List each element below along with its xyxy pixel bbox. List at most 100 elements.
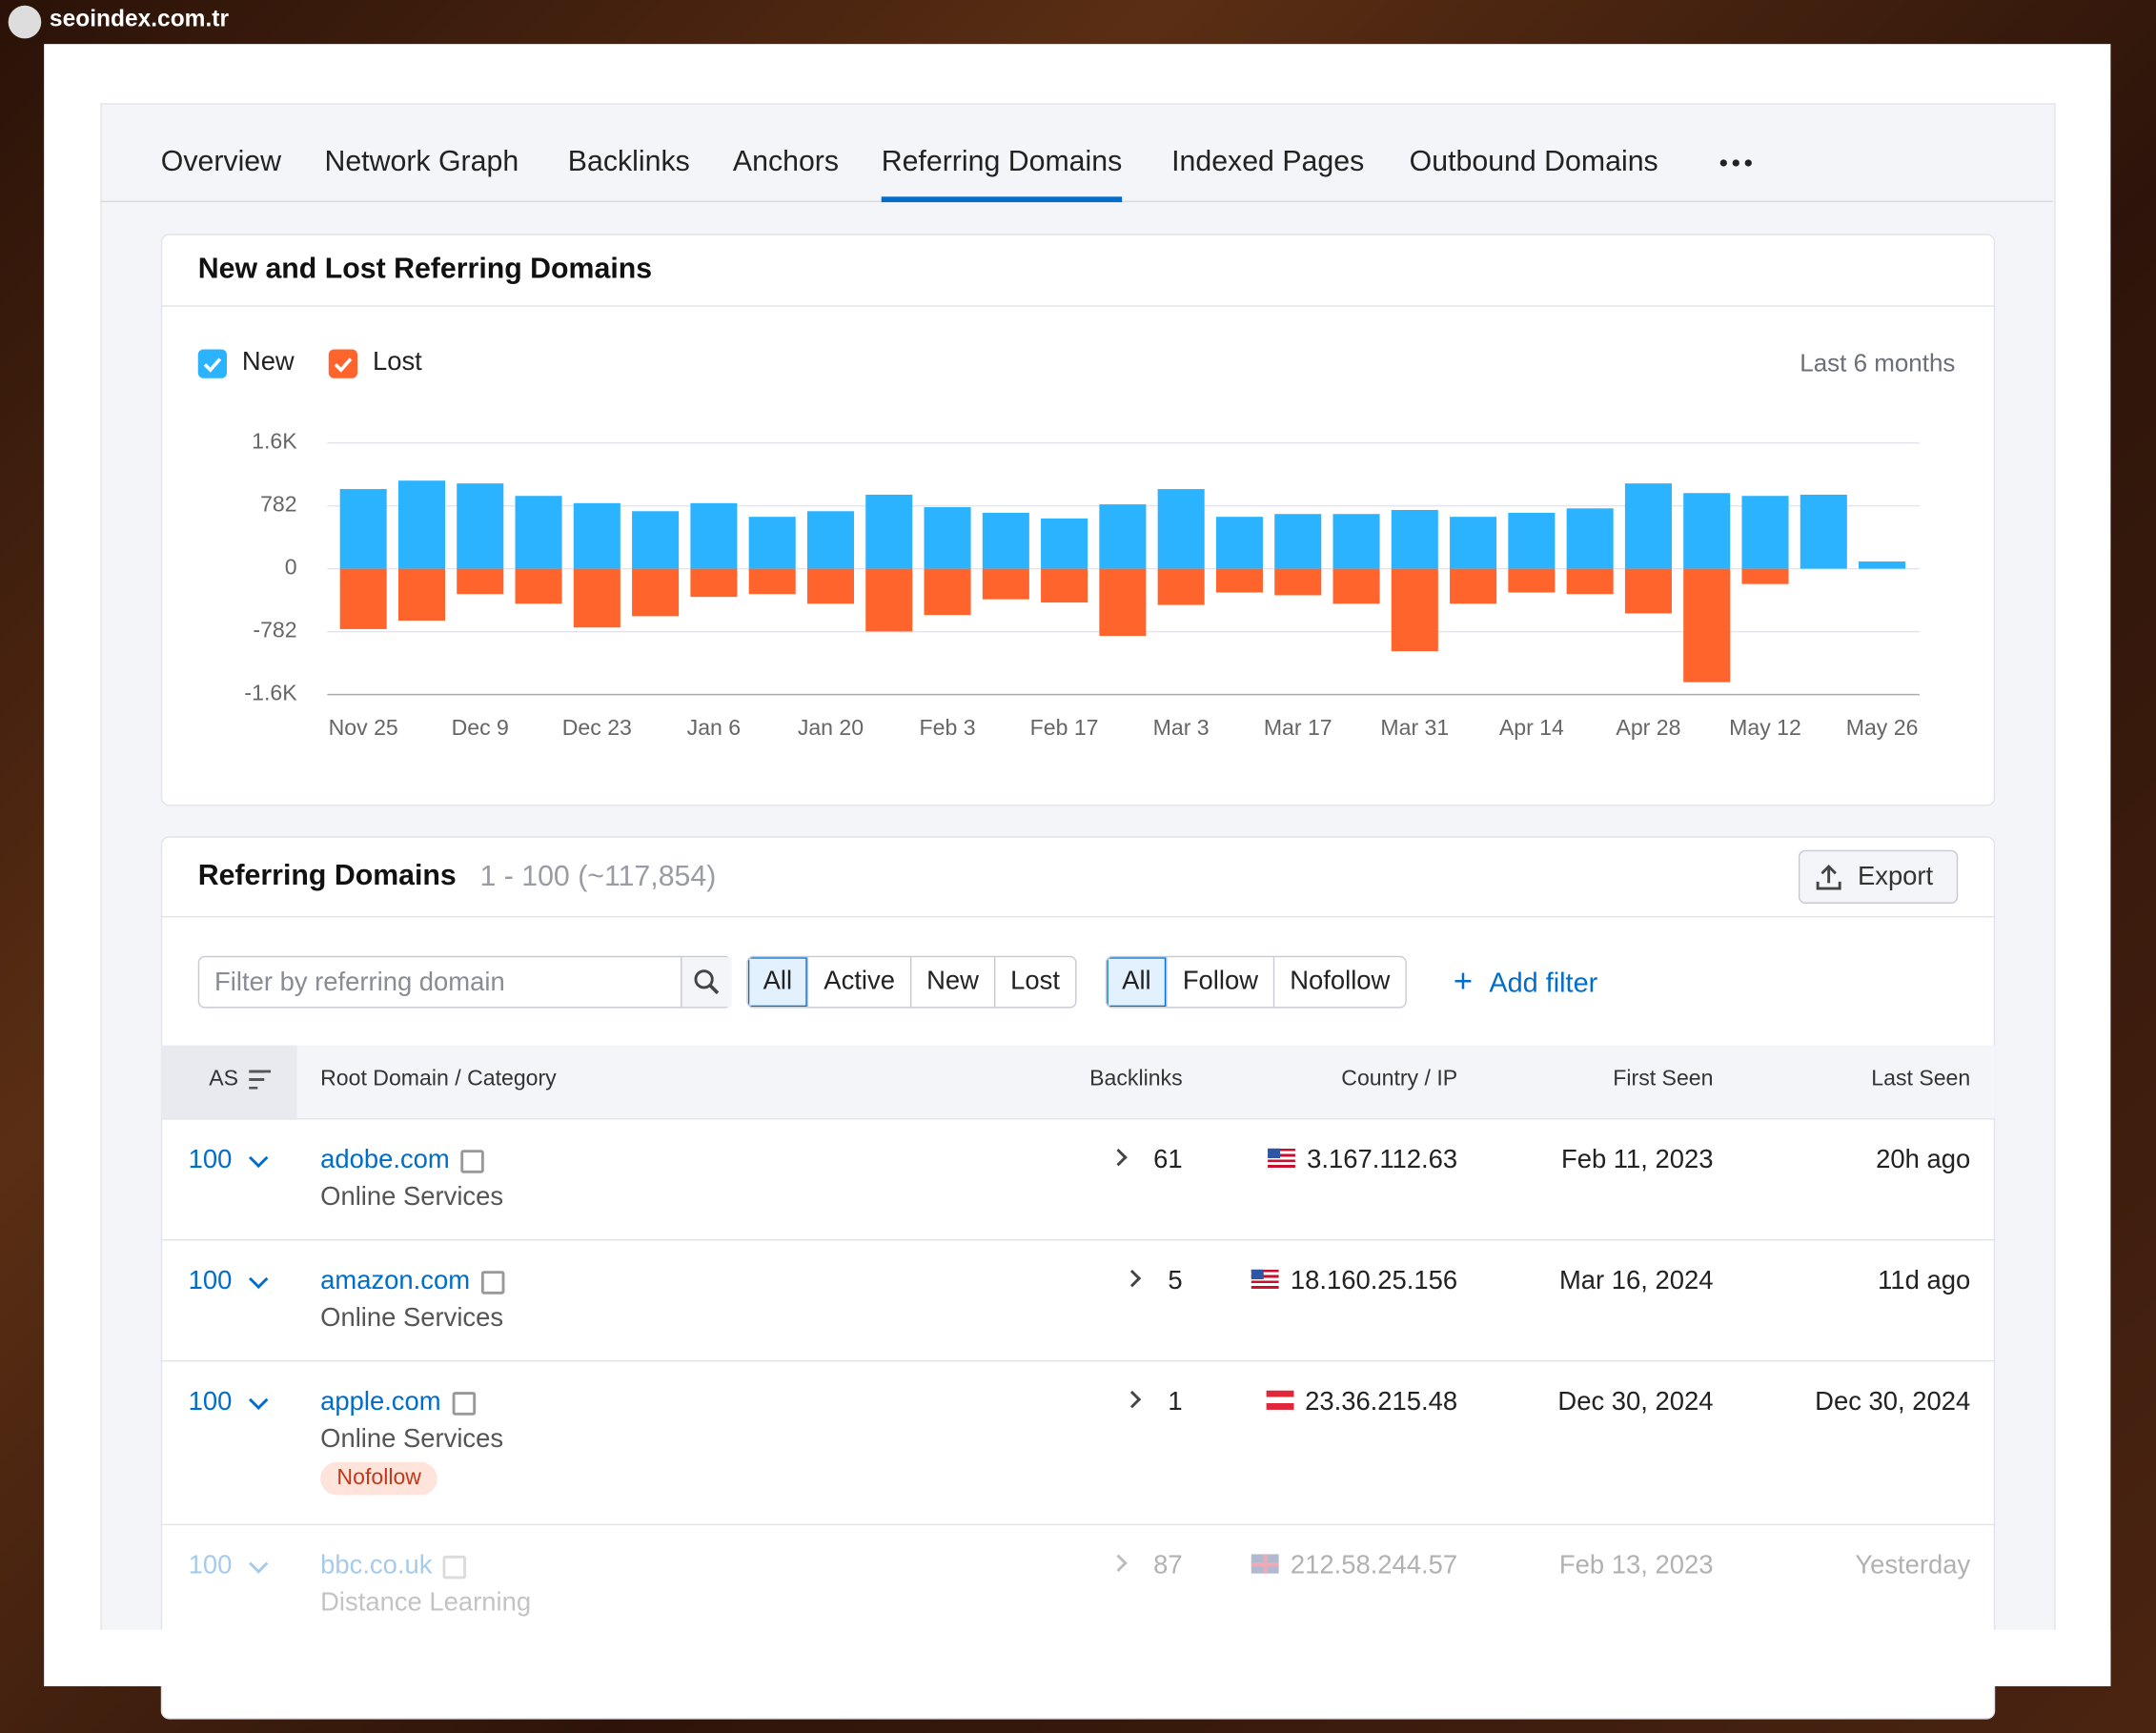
bar xyxy=(1741,568,1789,584)
search-button[interactable] xyxy=(681,957,732,1008)
bar xyxy=(457,568,504,595)
result-count: 1 - 100 (~117,854) xyxy=(479,861,717,893)
x-tick-label: May 26 xyxy=(1846,715,1919,740)
x-tick-label: Nov 25 xyxy=(329,715,398,740)
bar xyxy=(1215,568,1263,593)
active-tab-underline xyxy=(881,196,1123,203)
legend-label[interactable]: Lost xyxy=(372,348,422,377)
bar xyxy=(1624,568,1672,614)
y-tick-label: 0 xyxy=(285,555,297,580)
bar xyxy=(573,502,620,569)
legend-checkbox[interactable] xyxy=(197,349,228,378)
tab[interactable]: Outbound Domains xyxy=(1409,145,1658,178)
bar xyxy=(1215,517,1263,569)
bar xyxy=(1099,568,1147,637)
bar xyxy=(1566,568,1614,595)
watermark: seoindex.com.tr xyxy=(49,5,230,32)
export-button[interactable]: Export xyxy=(1798,849,1959,904)
y-tick-label: -782 xyxy=(253,618,296,642)
tab[interactable]: Network Graph xyxy=(324,145,519,178)
x-tick-label: Jan 6 xyxy=(687,715,741,740)
bar xyxy=(982,568,1029,600)
bar xyxy=(1041,568,1088,603)
tab[interactable]: Indexed Pages xyxy=(1171,145,1365,178)
tab[interactable]: Anchors xyxy=(732,145,840,178)
bar xyxy=(632,568,680,617)
bar xyxy=(748,517,796,569)
bar xyxy=(397,568,446,622)
x-tick-label: Mar 31 xyxy=(1380,715,1449,740)
filter-button[interactable]: All xyxy=(747,957,809,1008)
bar xyxy=(515,496,562,569)
column-header: Last Seen xyxy=(1871,1067,1971,1091)
table-header xyxy=(160,1045,1996,1120)
bar xyxy=(573,568,620,628)
bar xyxy=(1624,483,1672,569)
bar xyxy=(1157,568,1205,605)
column-header[interactable]: AS xyxy=(209,1067,239,1091)
x-tick-label: Mar 3 xyxy=(1153,715,1210,740)
bar xyxy=(1450,568,1497,604)
bar xyxy=(982,512,1029,569)
y-tick-label: 782 xyxy=(260,492,297,517)
legend-label[interactable]: New xyxy=(241,348,295,377)
bar xyxy=(865,494,913,569)
logo-icon xyxy=(8,5,42,39)
period[interactable]: Last 6 months xyxy=(1800,349,1956,377)
bar xyxy=(1274,514,1322,569)
bar xyxy=(1099,504,1147,569)
x-tick-label: May 12 xyxy=(1729,715,1801,740)
y-tick-label: 1.6K xyxy=(252,429,297,454)
filter-button[interactable]: Active xyxy=(808,957,912,1008)
bar xyxy=(924,507,971,569)
add-filter[interactable]: + Add filter xyxy=(1453,963,1598,1000)
row-divider xyxy=(160,1239,1996,1241)
sorted-column xyxy=(160,1045,297,1119)
filter-button[interactable]: Nofollow xyxy=(1274,957,1406,1008)
bar xyxy=(690,568,738,598)
bar xyxy=(1683,568,1731,683)
bar xyxy=(397,480,446,569)
tab[interactable]: Backlinks xyxy=(567,145,690,178)
row-divider xyxy=(160,1523,1996,1526)
legend-checkbox[interactable] xyxy=(328,349,358,378)
bar xyxy=(1741,496,1789,569)
bar xyxy=(806,568,854,604)
column-header: First Seen xyxy=(1613,1067,1714,1091)
bar xyxy=(1508,568,1556,593)
table-title: Referring Domains xyxy=(197,859,457,891)
bar xyxy=(1800,494,1847,569)
x-tick-label: Jan 20 xyxy=(798,715,864,740)
column-header: Root Domain / Category xyxy=(320,1067,557,1091)
bar xyxy=(339,568,387,629)
add-filter-label: Add filter xyxy=(1489,968,1598,999)
filter-button[interactable]: Follow xyxy=(1167,957,1275,1008)
filter-button[interactable]: Lost xyxy=(995,957,1075,1008)
filter-group: All Follow Nofollow xyxy=(1105,955,1407,1009)
bar xyxy=(1566,508,1614,569)
bar xyxy=(457,483,504,569)
search-placeholder: Filter by referring domain xyxy=(214,968,505,998)
filter-group: All Active New Lost xyxy=(746,955,1077,1009)
column-header: Backlinks xyxy=(1089,1067,1183,1091)
more-tabs[interactable] xyxy=(1719,159,1752,167)
bar xyxy=(339,489,387,569)
tab[interactable]: Referring Domains xyxy=(881,145,1123,178)
export-label: Export xyxy=(1857,862,1934,891)
tab[interactable]: Overview xyxy=(160,145,282,178)
y-tick-label: -1.6K xyxy=(244,681,297,705)
bar xyxy=(1332,514,1380,569)
bar xyxy=(1859,561,1906,569)
filter-button[interactable]: New xyxy=(911,957,996,1008)
bar xyxy=(1683,493,1731,569)
chart-title: New and Lost Referring Domains xyxy=(197,253,653,285)
export-icon xyxy=(1816,864,1841,890)
filter-button[interactable]: All xyxy=(1107,957,1168,1008)
bar xyxy=(748,568,796,595)
bar xyxy=(924,568,971,616)
bar xyxy=(1450,517,1497,569)
x-tick-label: Apr 14 xyxy=(1499,715,1564,740)
search-input[interactable]: Filter by referring domain xyxy=(197,955,732,1009)
